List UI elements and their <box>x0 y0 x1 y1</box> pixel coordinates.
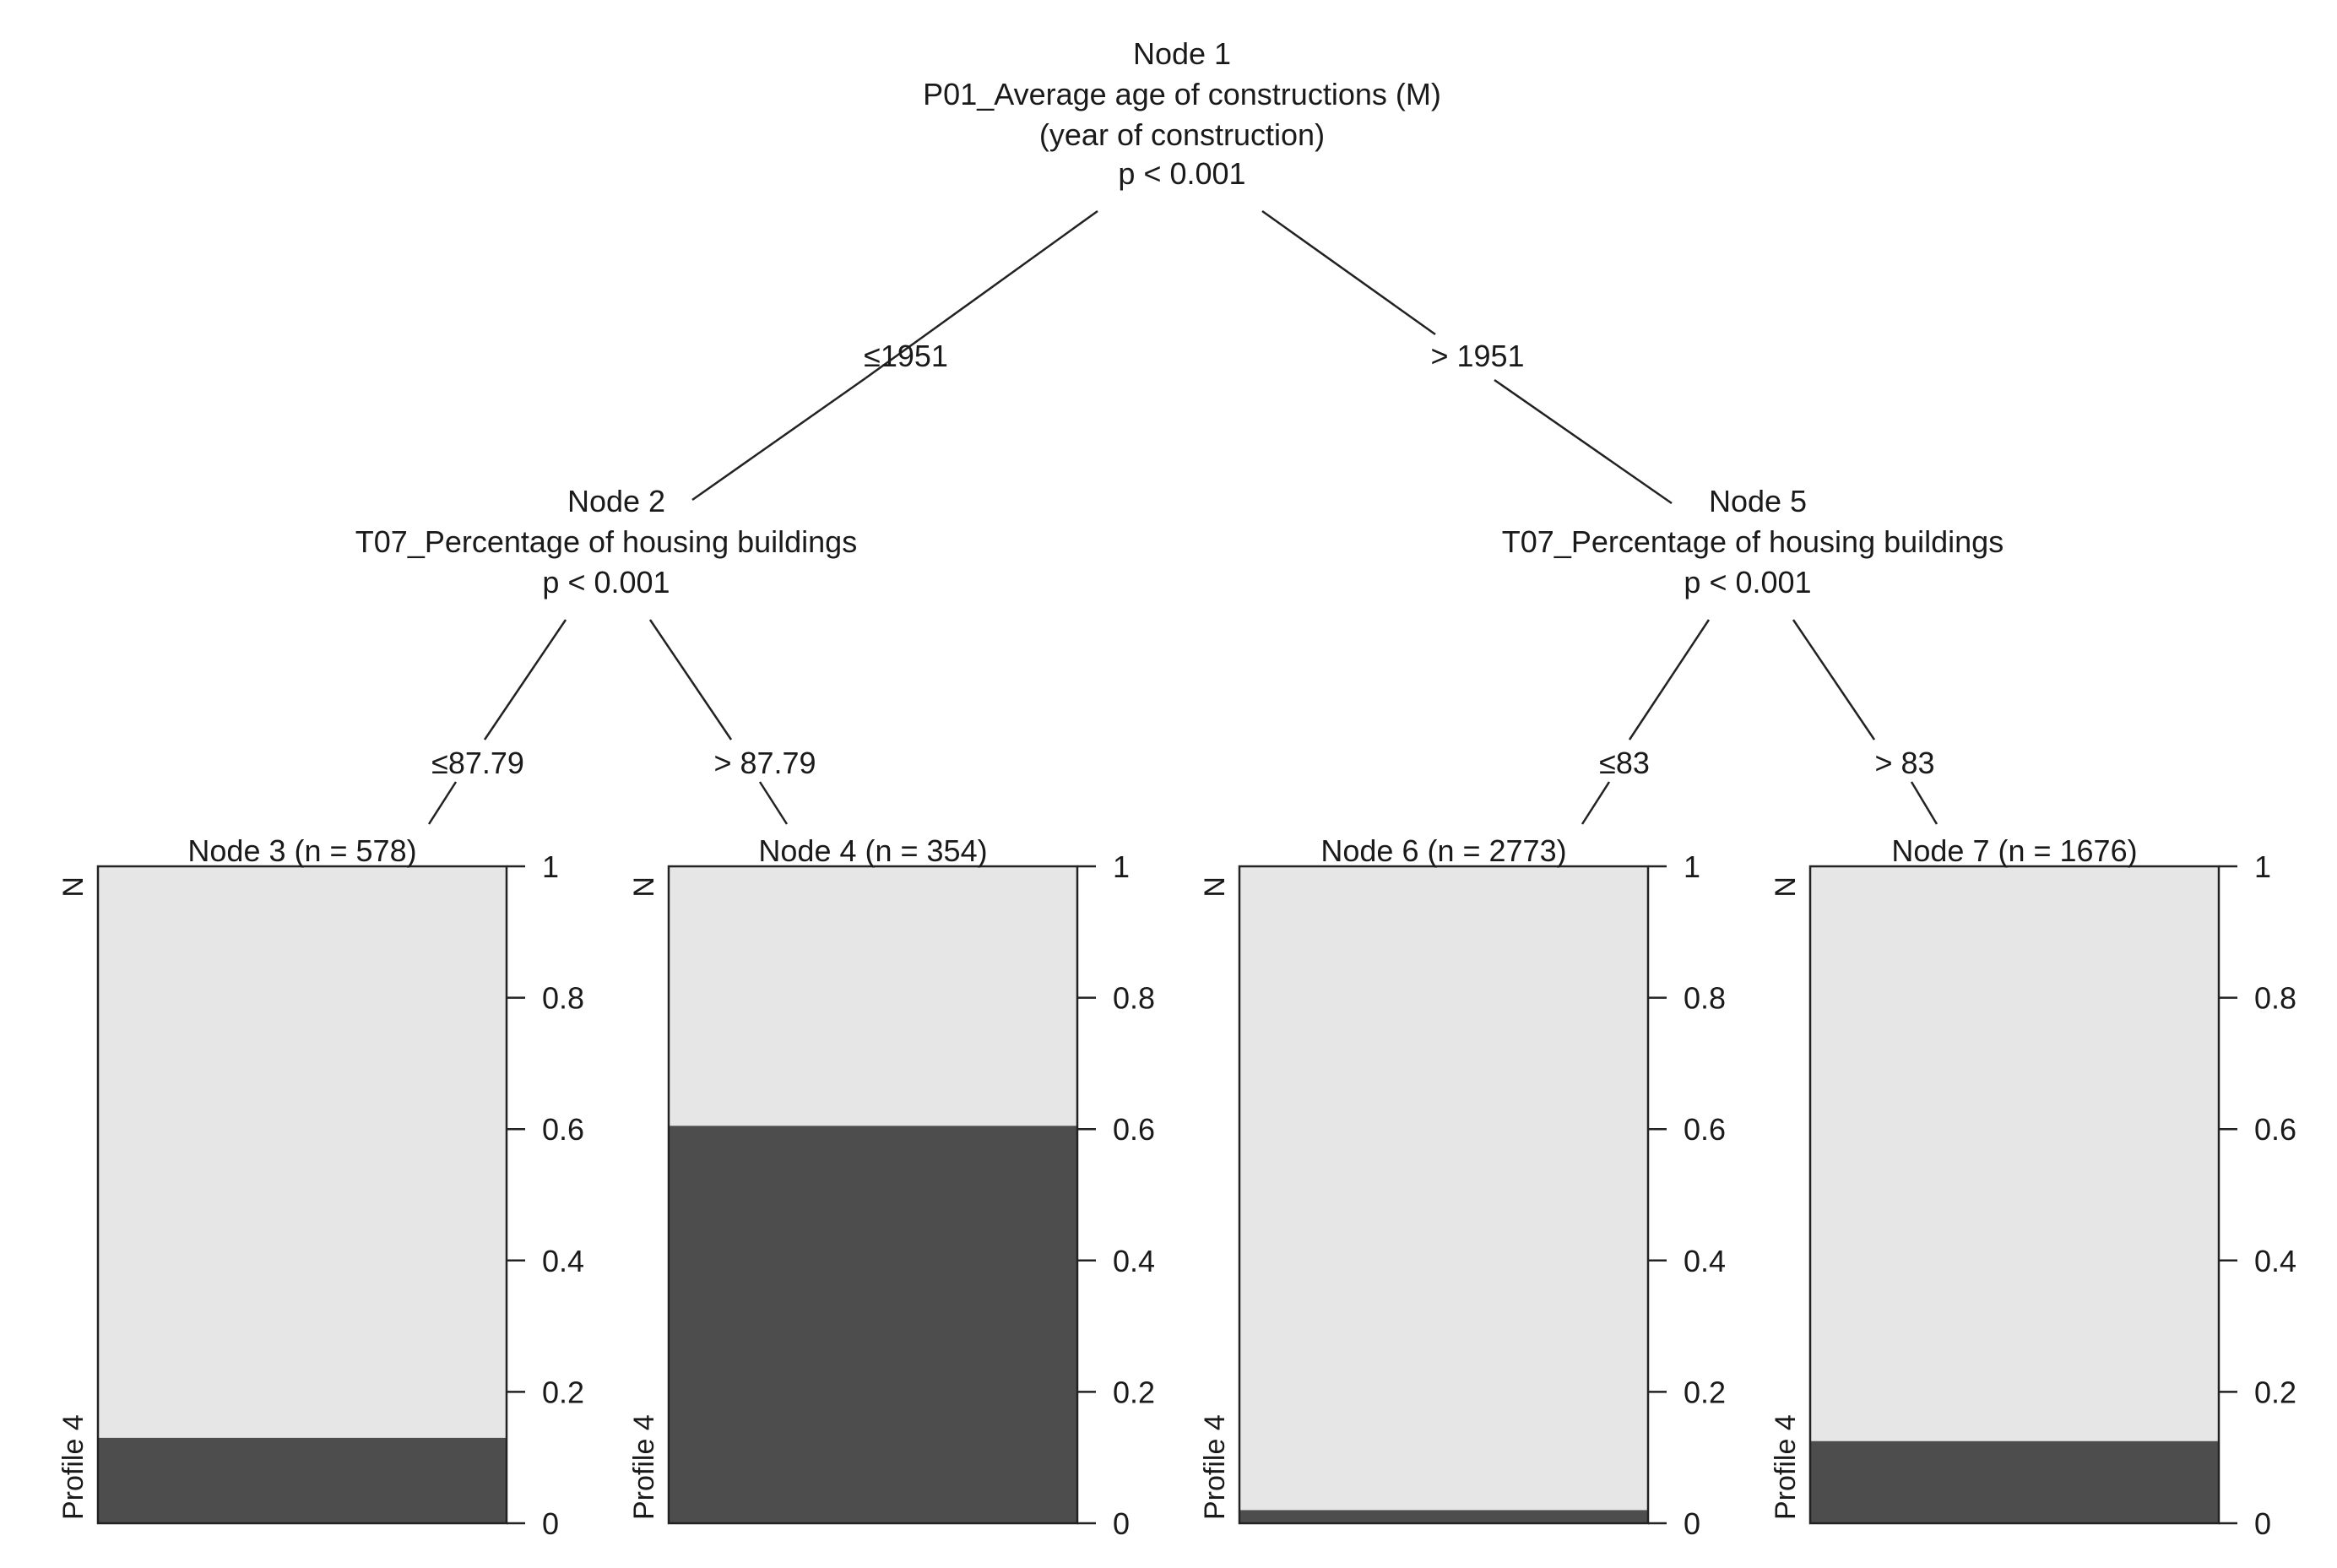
node-5-title: Node 5 <box>1709 484 1807 518</box>
edge-node5-right-upper <box>1793 620 1874 740</box>
axis-tick-label: 0.6 <box>2254 1112 2296 1147</box>
axis-tick-label: 0 <box>2254 1506 2271 1541</box>
axis-tick-label: 0.2 <box>1113 1375 1155 1409</box>
axis-tick-label: 0 <box>1684 1506 1700 1541</box>
bar-segment-profile-4 <box>1810 1441 2219 1523</box>
axis-tick-label: 0 <box>1113 1506 1130 1541</box>
edge-root-right-upper <box>1262 211 1435 334</box>
edge-label-le-1951: ≤1951 <box>864 339 948 373</box>
bar-segment-n <box>98 866 507 1438</box>
leaf-bottom-label: Profile 4 <box>1199 1414 1231 1520</box>
bar-segment-profile-4 <box>669 1126 1077 1523</box>
leaf-panels: Node 3 (n = 578) N Profile 4 0 0.2 0.4 0.6 0.8 1… <box>57 833 2296 1541</box>
axis-tick-label: 0.4 <box>1113 1244 1155 1278</box>
axis-tick-label: 0.2 <box>2254 1375 2296 1409</box>
edge-node2-right-upper <box>650 620 731 740</box>
axis-tick-label: 0.6 <box>1113 1112 1155 1147</box>
edge-label-le-83: ≤83 <box>1599 746 1650 780</box>
leaf-node-title: Node 7 (n = 1676) <box>1891 833 2137 868</box>
node-2-title: Node 2 <box>567 484 665 518</box>
leaf-bottom-label: Profile 4 <box>57 1414 89 1520</box>
bar-segment-n <box>1239 866 1648 1510</box>
edge-node2-left-upper <box>485 620 566 740</box>
edge-node5-right-lower <box>1911 782 1937 824</box>
node-1-pvalue: p < 0.001 <box>1118 156 1245 191</box>
edge-node5-left-lower <box>1582 782 1609 824</box>
axis-tick-label: 0.2 <box>1684 1375 1726 1409</box>
edge-label-le-87-79: ≤87.79 <box>431 746 524 780</box>
axis-tick-label: 1 <box>2254 849 2271 884</box>
axis-tick-label: 1 <box>1113 849 1130 884</box>
leaf-top-label: N <box>1770 876 1802 898</box>
axis-tick-label: 0.4 <box>542 1244 584 1278</box>
edge-node2-left-lower <box>429 782 456 824</box>
edge-label-gt-83: > 83 <box>1874 746 1934 780</box>
axis-tick-label: 0.8 <box>1684 981 1726 1016</box>
node-1-title: Node 1 <box>1133 36 1231 71</box>
leaf-bottom-label: Profile 4 <box>628 1414 660 1520</box>
bar-segment-profile-4 <box>98 1438 507 1523</box>
axis-tick-label: 0.2 <box>542 1375 584 1409</box>
bar-segment-profile-4 <box>1239 1510 1648 1523</box>
leaf-top-label: N <box>1199 876 1231 898</box>
node-1-variable: P01_Average age of constructions (M) <box>923 77 1441 111</box>
axis-tick-label: 0.8 <box>542 981 584 1016</box>
leaf-node-title: Node 4 (n = 354) <box>758 833 987 868</box>
axis-tick-label: 1 <box>1684 849 1700 884</box>
edge-label-gt-1951: > 1951 <box>1430 339 1524 373</box>
bar-segment-n <box>669 866 1077 1126</box>
axis-tick-label: 1 <box>542 849 559 884</box>
bar-segment-n <box>1810 866 2219 1441</box>
leaf-bottom-label: Profile 4 <box>1770 1414 1802 1520</box>
node-5-pvalue: p < 0.001 <box>1684 565 1811 600</box>
leaf-top-label: N <box>57 876 89 898</box>
node-1-subtitle: (year of construction) <box>1039 117 1325 152</box>
leaf-node-title: Node 3 (n = 578) <box>187 833 416 868</box>
edge-node2-right-lower <box>760 782 787 824</box>
axis-tick-label: 0.4 <box>1684 1244 1726 1278</box>
leaf-top-label: N <box>628 876 660 898</box>
axis-tick-label: 0.8 <box>1113 981 1155 1016</box>
node-2-variable: T07_Percentage of housing buildings <box>355 524 857 559</box>
node-2-pvalue: p < 0.001 <box>542 565 670 600</box>
axis-tick-label: 0.6 <box>1684 1112 1726 1147</box>
axis-tick-label: 0.4 <box>2254 1244 2296 1278</box>
edge-label-gt-87-79: > 87.79 <box>713 746 816 780</box>
axis-tick-label: 0 <box>542 1506 559 1541</box>
edge-root-right-lower <box>1494 380 1672 503</box>
edge-node5-left-upper <box>1629 620 1709 740</box>
node-5-variable: T07_Percentage of housing buildings <box>1502 524 2004 559</box>
axis-tick-label: 0.8 <box>2254 981 2296 1016</box>
leaf-node-title: Node 6 (n = 2773) <box>1320 833 1566 868</box>
edge-root-left-lower <box>692 378 865 500</box>
axis-tick-label: 0.6 <box>542 1112 584 1147</box>
